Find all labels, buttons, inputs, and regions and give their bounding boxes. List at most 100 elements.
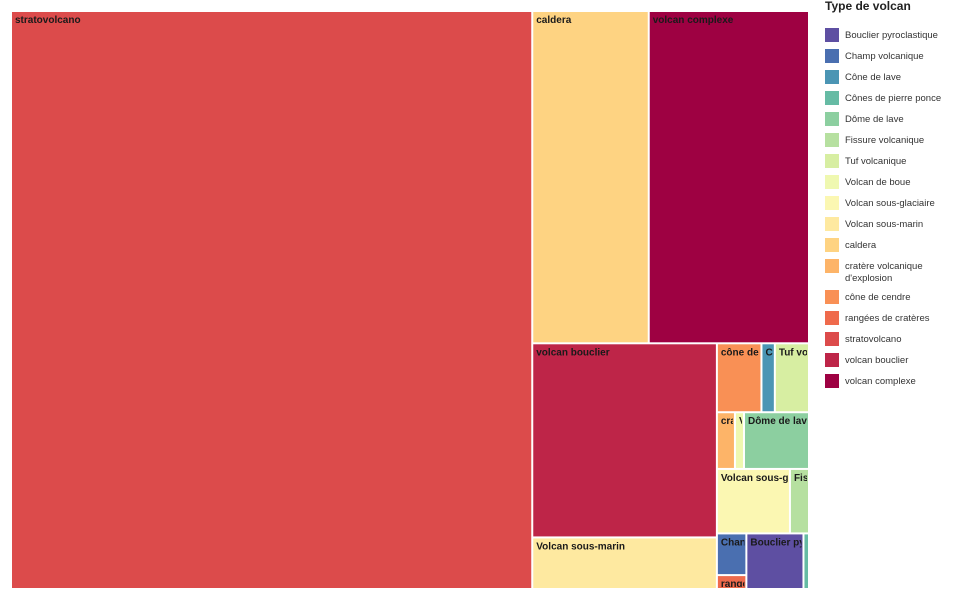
tile-volcan-de-boue[interactable]: V xyxy=(735,413,746,468)
tile-label: volcan complexe xyxy=(653,15,734,26)
legend-item[interactable]: Volcan sous-glaciaire xyxy=(825,196,960,212)
tile-rect[interactable] xyxy=(649,12,808,343)
tile-label: V xyxy=(739,416,746,427)
legend-swatch xyxy=(825,311,839,325)
legend-label: cône de cendre xyxy=(845,292,911,303)
legend-label: volcan complexe xyxy=(845,376,916,387)
legend-label: caldera xyxy=(845,240,877,251)
legend-item[interactable]: Champ volcanique xyxy=(825,49,960,65)
tile-label: Tuf volca xyxy=(779,347,815,358)
legend-label: Tuf volcanique xyxy=(845,156,907,167)
legend-label: Volcan de boue xyxy=(845,177,911,188)
legend-item[interactable]: Volcan de boue xyxy=(825,175,960,191)
legend-item[interactable]: Dôme de lave xyxy=(825,112,960,128)
legend-label: Cône de lave xyxy=(845,72,901,83)
legend-item[interactable]: Cônes de pierre ponce xyxy=(825,91,960,107)
tile-rect[interactable] xyxy=(12,12,532,588)
tile-stratovolcano[interactable]: stratovolcano xyxy=(12,12,532,588)
tile-rect[interactable] xyxy=(775,344,808,412)
tile-cone-de-lave[interactable]: C xyxy=(762,344,774,412)
legend-label: Cônes de pierre ponce xyxy=(845,93,942,104)
tile-rect[interactable] xyxy=(744,413,808,468)
legend-swatch xyxy=(825,49,839,63)
legend-swatch xyxy=(825,112,839,126)
treemap-plot: stratovolcano caldera volcan complexe volca… xyxy=(12,12,815,590)
tile-rect[interactable] xyxy=(533,538,716,588)
tile-rangees-de-crateres[interactable]: range xyxy=(717,576,749,590)
legend-item[interactable]: Cône de lave xyxy=(825,70,960,86)
legend-label: Bouclier pyroclastique xyxy=(845,30,938,41)
tile-volcan-sous-glaciaire[interactable]: Volcan sous-glacia xyxy=(717,469,811,533)
tile-cratere-volcanique-d-explosion[interactable]: cra xyxy=(717,413,736,468)
legend-item[interactable]: Bouclier pyroclastique xyxy=(825,28,960,44)
legend: Type de volcan Bouclier pyroclastique Cha… xyxy=(825,0,960,395)
legend-item[interactable]: cratère volcanique d'explosion xyxy=(825,259,960,285)
tile-label: C xyxy=(765,347,772,358)
tile-champ-volcanique[interactable]: Chan xyxy=(717,534,746,575)
tile-fissure-volcanique[interactable]: Fiss xyxy=(790,469,814,533)
tile-rect[interactable] xyxy=(747,534,803,588)
legend-item[interactable]: volcan complexe xyxy=(825,374,960,390)
tile-rect[interactable] xyxy=(762,344,774,412)
legend-item[interactable]: Fissure volcanique xyxy=(825,133,960,149)
tile-dome-de-lave[interactable]: Dôme de lave xyxy=(744,413,813,468)
legend-swatch xyxy=(825,28,839,42)
tile-label: volcan bouclier xyxy=(536,347,609,358)
legend-item[interactable]: stratovolcano xyxy=(825,332,960,348)
legend-label: Champ volcanique xyxy=(845,51,924,62)
legend-title: Type de volcan xyxy=(825,0,911,13)
legend-swatch xyxy=(825,154,839,168)
legend-swatch xyxy=(825,70,839,84)
tile-label: Dôme de lave xyxy=(748,416,813,427)
tile-caldera[interactable]: caldera xyxy=(533,12,648,343)
treemap-tiles: stratovolcano caldera volcan complexe volca… xyxy=(12,12,815,590)
tile-volcan-complexe[interactable]: volcan complexe xyxy=(649,12,808,343)
tile-volcan-bouclier[interactable]: volcan bouclier xyxy=(533,344,716,537)
tile-rect[interactable] xyxy=(790,469,808,533)
legend-swatch xyxy=(825,332,839,346)
legend-item[interactable]: Tuf volcanique xyxy=(825,154,960,170)
legend-label: volcan bouclier xyxy=(845,355,909,366)
legend-item[interactable]: rangées de cratères xyxy=(825,311,960,327)
tile-rect[interactable] xyxy=(735,413,743,468)
tile-rect[interactable] xyxy=(533,12,648,343)
legend-label: Dôme de lave xyxy=(845,114,904,125)
tile-rect[interactable] xyxy=(717,413,734,468)
legend-swatch xyxy=(825,259,839,273)
tile-tuf-volcanique[interactable]: Tuf volca xyxy=(775,344,815,412)
tile-rect[interactable] xyxy=(717,469,789,533)
tile-label: Bouclier pyrocla xyxy=(750,537,815,548)
tile-label: Fiss xyxy=(794,473,814,484)
tile-label: ( xyxy=(807,537,811,548)
legend-label: cratère volcanique d'explosion xyxy=(845,261,923,284)
tile-rect[interactable] xyxy=(717,344,761,412)
tile-label: Volcan sous-glacia xyxy=(721,473,811,484)
tile-cones-de-pierre-ponce[interactable]: ( xyxy=(804,534,811,588)
legend-swatch xyxy=(825,374,839,388)
tile-label: range xyxy=(721,579,749,590)
legend-label: Volcan sous-glaciaire xyxy=(845,198,935,209)
legend-swatch xyxy=(825,196,839,210)
legend-items: Bouclier pyroclastique Champ volcanique Cô… xyxy=(825,28,960,390)
tile-rect[interactable] xyxy=(533,344,716,537)
legend-item[interactable]: cône de cendre xyxy=(825,290,960,306)
legend-swatch xyxy=(825,175,839,189)
tile-rect[interactable] xyxy=(717,576,746,588)
tile-volcan-sous-marin[interactable]: Volcan sous-marin xyxy=(533,538,716,588)
tile-bouclier-pyroclastique[interactable]: Bouclier pyrocla xyxy=(747,534,815,588)
legend-item[interactable]: Volcan sous-marin xyxy=(825,217,960,233)
legend-label: Fissure volcanique xyxy=(845,135,925,146)
tile-rect[interactable] xyxy=(804,534,808,588)
tile-cone-de-cendre[interactable]: cône de cer xyxy=(717,344,777,412)
legend-item[interactable]: caldera xyxy=(825,238,960,254)
tile-rect[interactable] xyxy=(717,534,746,575)
legend-swatch xyxy=(825,353,839,367)
legend-label: stratovolcano xyxy=(845,334,902,345)
tile-label: cône de cer xyxy=(721,347,777,358)
tile-label: stratovolcano xyxy=(15,15,81,26)
legend-swatch xyxy=(825,133,839,147)
legend-item[interactable]: volcan bouclier xyxy=(825,353,960,369)
legend-label: rangées de cratères xyxy=(845,313,930,324)
legend-swatch xyxy=(825,238,839,252)
